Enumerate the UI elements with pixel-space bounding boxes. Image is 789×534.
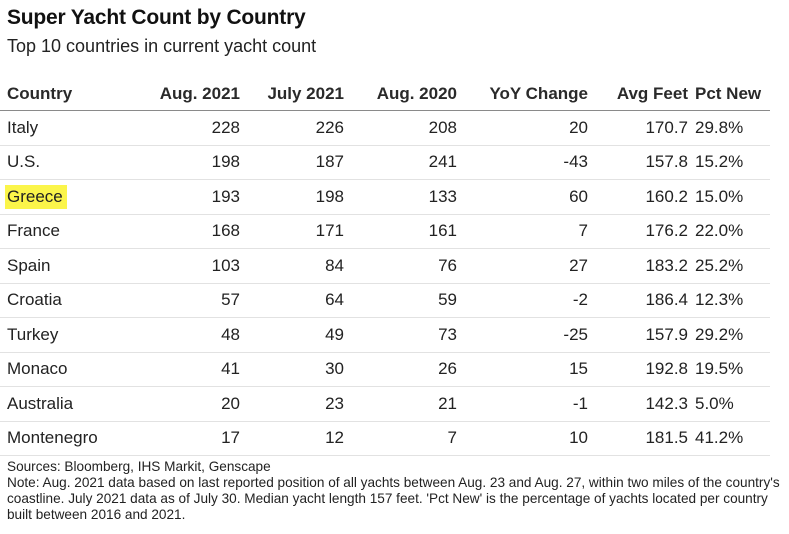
cell-yoy-change: -25 (457, 317, 588, 353)
header-aug-2021: Aug. 2021 (141, 78, 240, 111)
table-row: Turkey 48 49 73 -25 157.9 29.2% (0, 317, 770, 353)
cell-july-2021: 198 (240, 179, 344, 215)
cell-aug-2021: 228 (141, 110, 240, 146)
cell-avg-feet: 181.5 (588, 421, 688, 456)
cell-july-2021: 23 (240, 386, 344, 422)
table-header-row: Country Aug. 2021 July 2021 Aug. 2020 Yo… (0, 78, 770, 111)
cell-country: Spain (0, 248, 141, 284)
cell-yoy-change: 10 (457, 421, 588, 456)
header-yoy-change: YoY Change (457, 78, 588, 111)
cell-yoy-change: -1 (457, 386, 588, 422)
table-body: Italy 228 226 208 20 170.7 29.8% U.S. 198 187 241-… (0, 110, 770, 456)
cell-july-2021: 226 (240, 110, 344, 146)
cell-pct-new: 29.8% (688, 110, 770, 146)
cell-aug-2020: 133 (344, 179, 457, 215)
header-july-2021: July 2021 (240, 78, 344, 111)
cell-pct-new: 12.3% (688, 283, 770, 318)
cell-country: Turkey (0, 317, 141, 353)
header-aug-2020: Aug. 2020 (344, 78, 457, 111)
cell-country: Australia (0, 386, 141, 422)
cell-yoy-change: 15 (457, 352, 588, 387)
sources-text: Sources: Bloomberg, IHS Markit, Genscape (7, 459, 271, 474)
cell-aug-2021: 57 (141, 283, 240, 318)
cell-aug-2020: 241 (344, 145, 457, 180)
cell-july-2021: 64 (240, 283, 344, 318)
table-row: Monaco 41 30 26 15 192.8 19.5% (0, 352, 770, 387)
table-row: Croatia 57 64 59 -2 186.4 12.3% (0, 283, 770, 318)
cell-july-2021: 49 (240, 317, 344, 353)
chart-notes: Sources: Bloomberg, IHS Markit, Genscape… (7, 459, 782, 523)
chart-subtitle: Top 10 countries in current yacht count (7, 36, 317, 56)
cell-yoy-change: -43 (457, 145, 588, 180)
cell-aug-2020: 73 (344, 317, 457, 353)
cell-july-2021: 84 (240, 248, 344, 284)
cell-pct-new: 41.2% (688, 421, 770, 456)
cell-avg-feet: 183.2 (588, 248, 688, 284)
cell-aug-2021: 17 (141, 421, 240, 456)
cell-country: Montenegro (0, 421, 141, 456)
cell-avg-feet: 160.2 (588, 179, 688, 215)
cell-avg-feet: 192.8 (588, 352, 688, 387)
cell-pct-new: 19.5% (688, 352, 770, 387)
header-avg-feet: Avg Feet (588, 78, 688, 111)
cell-aug-2021: 168 (141, 214, 240, 249)
cell-avg-feet: 157.8 (588, 145, 688, 180)
note-text: Note: Aug. 2021 data based on last repor… (7, 475, 780, 522)
cell-aug-2021: 41 (141, 352, 240, 387)
cell-july-2021: 30 (240, 352, 344, 387)
table-row: Italy 228 226 208 20 170.7 29.8% (0, 110, 770, 146)
cell-pct-new: 15.0% (688, 179, 770, 215)
cell-aug-2020: 26 (344, 352, 457, 387)
table-row: Montenegro 17 12 7 10 181.5 41.2% (0, 421, 770, 456)
cell-pct-new: 5.0% (688, 386, 770, 422)
cell-yoy-change: 7 (457, 214, 588, 249)
cell-aug-2020: 21 (344, 386, 457, 422)
cell-yoy-change: 60 (457, 179, 588, 215)
cell-country: Monaco (0, 352, 141, 387)
table-row: France 168 171 161 7 176.2 22.0% (0, 214, 770, 249)
cell-yoy-change: -2 (457, 283, 588, 318)
cell-aug-2020: 161 (344, 214, 457, 249)
yacht-count-table: Country Aug. 2021 July 2021 Aug. 2020 Yo… (0, 78, 770, 456)
cell-avg-feet: 186.4 (588, 283, 688, 318)
cell-pct-new: 15.2% (688, 145, 770, 180)
cell-avg-feet: 176.2 (588, 214, 688, 249)
cell-aug-2021: 20 (141, 386, 240, 422)
cell-yoy-change: 20 (457, 110, 588, 146)
cell-pct-new: 29.2% (688, 317, 770, 353)
cell-aug-2021: 48 (141, 317, 240, 353)
header-country: Country (0, 78, 141, 111)
cell-july-2021: 12 (240, 421, 344, 456)
table-row: Greece 193 198 133 60 160.2 15.0% (0, 179, 770, 215)
cell-avg-feet: 142.3 (588, 386, 688, 422)
cell-country: Greece (0, 179, 141, 215)
cell-aug-2021: 193 (141, 179, 240, 215)
cell-july-2021: 187 (240, 145, 344, 180)
cell-avg-feet: 170.7 (588, 110, 688, 146)
cell-country: Croatia (0, 283, 141, 318)
cell-aug-2021: 198 (141, 145, 240, 180)
cell-aug-2020: 208 (344, 110, 457, 146)
cell-july-2021: 171 (240, 214, 344, 249)
cell-aug-2020: 7 (344, 421, 457, 456)
table-row: U.S. 198 187 241 -43 157.8 15.2% (0, 145, 770, 180)
cell-aug-2020: 59 (344, 283, 457, 318)
cell-yoy-change: 27 (457, 248, 588, 284)
cell-country: France (0, 214, 141, 249)
cell-pct-new: 25.2% (688, 248, 770, 284)
table-row: Spain 103 84 76 27 183.2 25.2% (0, 248, 770, 284)
chart-title: Super Yacht Count by Country (7, 6, 306, 29)
cell-aug-2021: 103 (141, 248, 240, 284)
cell-avg-feet: 157.9 (588, 317, 688, 353)
table-row: Australia 20 23 21 -1 142.3 5.0% (0, 386, 770, 422)
cell-country: Italy (0, 110, 141, 146)
header-pct-new: Pct New (688, 78, 770, 111)
highlighted-country-label: Greece (5, 184, 67, 209)
cell-country: U.S. (0, 145, 141, 180)
cell-pct-new: 22.0% (688, 214, 770, 249)
cell-aug-2020: 76 (344, 248, 457, 284)
